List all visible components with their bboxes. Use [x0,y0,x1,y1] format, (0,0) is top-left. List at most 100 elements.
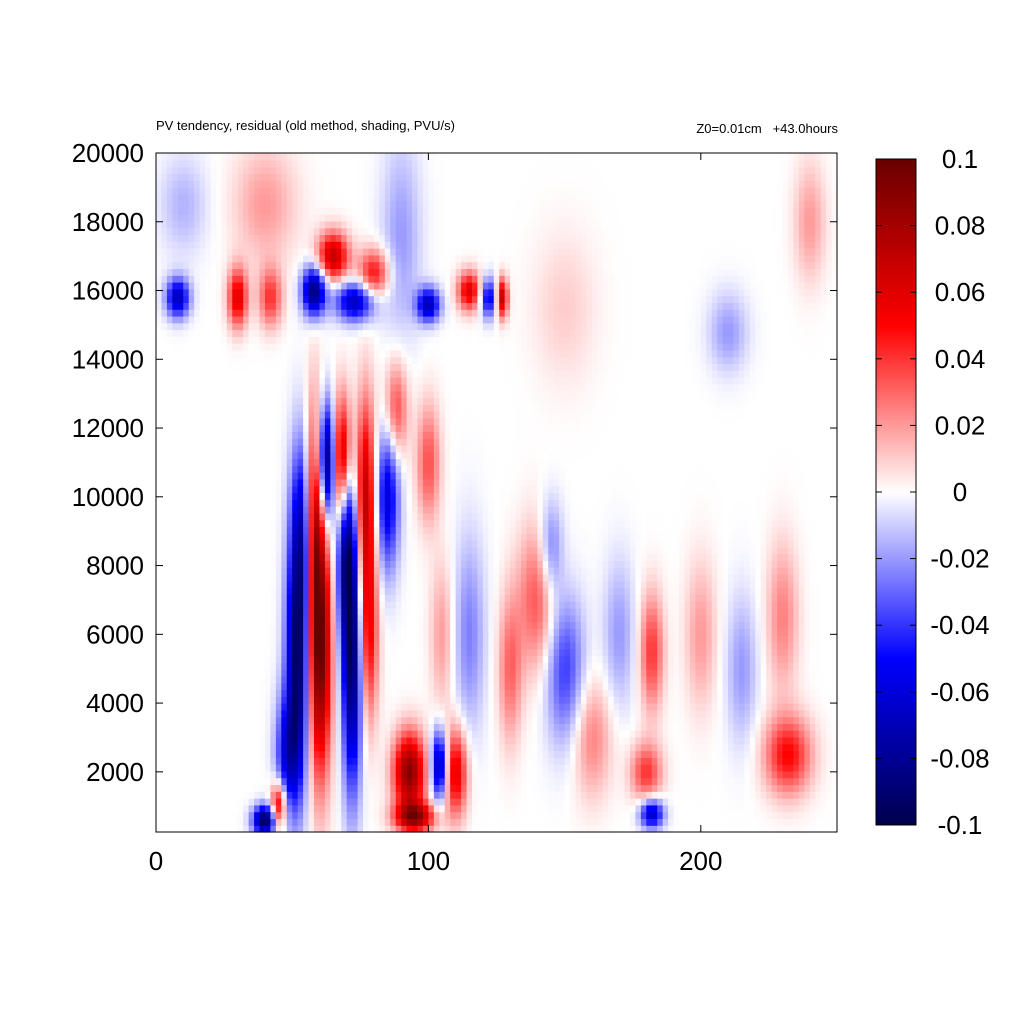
heatmap-cell [580,607,587,616]
heatmap-cell [319,635,326,643]
heatmap-cell [526,560,533,568]
heatmap-cell [297,675,304,684]
heatmap-cell [210,662,217,670]
heatmap-cell [521,798,528,806]
heatmap-cell [624,716,631,724]
heatmap-cell [586,811,593,820]
heatmap-cell [559,811,566,820]
heatmap-cell [188,560,195,568]
heatmap-cell [673,580,680,589]
heatmap-cell [292,791,299,799]
heatmap-cell [466,662,473,670]
heatmap-cell [390,567,397,575]
heatmap-cell [384,736,391,745]
heatmap-cell [363,614,370,623]
heatmap-cell [711,587,718,595]
heatmap-cell [787,573,795,582]
heatmap-cell [793,825,800,833]
heatmap-cell [308,716,315,724]
heatmap-cell [422,723,429,731]
heatmap-cell [542,702,549,711]
heatmap-cell [199,628,206,636]
heatmap-cell [728,607,735,616]
heatmap-cell [798,818,805,826]
heatmap-cell [428,580,435,589]
heatmap-cell [395,669,402,677]
heatmap-cell [580,770,587,779]
heatmap-cell [243,818,250,826]
heatmap-cell [640,594,647,602]
heatmap-cell [586,628,593,636]
heatmap-cell [390,791,397,799]
heatmap-cell [668,594,675,602]
heatmap-cell [684,669,691,677]
heatmap-cell [461,641,468,650]
heatmap-cell [188,818,195,826]
heatmap-cell [510,825,517,833]
heatmap-cell [706,573,713,582]
heatmap-cell [537,655,544,663]
heatmap-cell [297,641,304,650]
heatmap-cell [444,696,451,704]
heatmap-cell [537,825,544,833]
heatmap-cell [156,560,163,568]
heatmap-cell [668,702,675,711]
heatmap-cell [303,757,310,765]
heatmap-cell [226,743,233,752]
heatmap-cell [755,804,762,813]
heatmap-cell [455,791,462,799]
heatmap-cell [156,682,163,691]
heatmap-cell [466,696,473,704]
heatmap-cell [379,723,386,731]
heatmap-cell [346,736,353,745]
heatmap-cell [640,696,647,704]
heatmap-cell [324,675,331,684]
heatmap-cell [433,601,440,609]
heatmap-cell [728,764,735,772]
heatmap-cell [515,601,522,609]
heatmap-cell [749,798,756,806]
heatmap-cell [406,702,413,711]
heatmap-cell [286,791,293,799]
heatmap-cell [657,675,664,684]
heatmap-cell [341,764,348,772]
heatmap-cell [580,702,587,711]
heatmap-cell [471,567,479,575]
heatmap-cell [166,587,173,595]
heatmap-cell [205,798,212,806]
heatmap-cell [673,648,680,657]
heatmap-cell [161,648,168,657]
heatmap-cell [504,716,511,724]
heatmap-cell [755,764,762,772]
heatmap-cell [542,669,549,677]
heatmap-cell [695,689,702,697]
heatmap-cell [264,791,272,799]
heatmap-cell [831,689,838,697]
heatmap-cell [199,757,206,765]
heatmap-cell [662,689,669,697]
heatmap-cell [384,601,391,609]
heatmap-cell [711,621,718,629]
heatmap-cell [662,784,669,792]
heatmap-cell [815,818,822,826]
heatmap-cell [646,716,653,724]
heatmap-cell [183,628,190,636]
heatmap-cell [820,730,827,738]
heatmap-cell [820,818,827,826]
heatmap-cell [651,818,658,826]
heatmap-cell [831,567,838,575]
heatmap-cell [591,764,598,772]
heatmap-cell [444,580,451,589]
heatmap-cell [297,594,304,602]
heatmap-cell [798,567,805,575]
heatmap-cell [352,628,359,636]
heatmap-cell [450,723,457,731]
heatmap-cell [215,825,222,833]
heatmap-cell [406,723,413,731]
heatmap-cell [684,736,691,745]
heatmap-cell [695,573,702,582]
heatmap-cell [215,811,222,820]
heatmap-cell [259,655,266,663]
heatmap-cell [259,641,266,650]
heatmap-cell [319,770,326,779]
